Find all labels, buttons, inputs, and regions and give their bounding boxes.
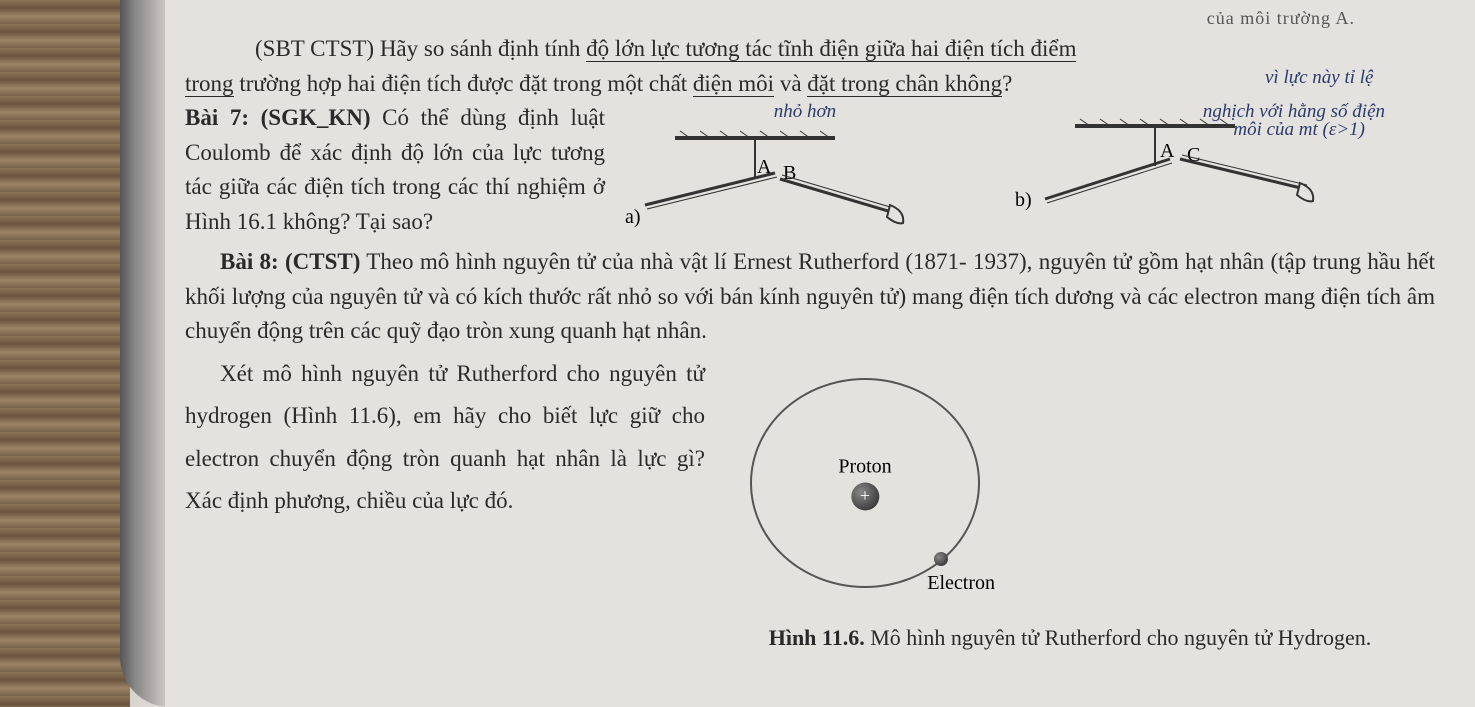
page-content: của môi trường A. (SBT CTST) Hãy so sánh… xyxy=(165,0,1475,707)
page-curl xyxy=(120,0,170,707)
top-cutoff-line: của môi trường A. xyxy=(185,5,1435,32)
handwritten-note-2: nhỏ hơn xyxy=(774,101,836,122)
proton-label: Proton xyxy=(838,455,891,478)
label-A-a: A xyxy=(757,156,772,178)
label-A-b: A xyxy=(1160,140,1175,162)
electron-dot xyxy=(934,552,948,566)
sbt-q: ? xyxy=(1002,71,1012,96)
bai7-text: Bài 7: (SGK_KN) Có thể dùng định luật Co… xyxy=(185,101,605,239)
bai8-para1: Bài 8: (CTST) Theo mô hình nguyên tử của… xyxy=(185,245,1435,349)
fig-b-label: b) xyxy=(1015,189,1032,211)
experiment-figure-b: A C b) xyxy=(1005,111,1325,221)
handwritten-note-1: vì lực này tỉ lệ xyxy=(1265,67,1435,89)
electron-label: Electron xyxy=(927,572,995,595)
bai7-label: Bài 7: (SGK_KN) xyxy=(185,105,371,130)
atom-diagram: Proton + Electron xyxy=(705,353,1025,613)
exercise-sbt-line2: trong trường hợp hai điện tích được đặt … xyxy=(185,67,1265,102)
bai8-label: Bài 8: (CTST) xyxy=(220,249,360,274)
fig-a-label: a) xyxy=(625,206,641,228)
caption-rest: Mô hình nguyên tử Rutherford cho nguyên … xyxy=(865,625,1372,650)
bai8-body1: Theo mô hình nguyên tử của nhà vật lí Er… xyxy=(185,249,1435,343)
wood-edge xyxy=(0,0,130,707)
sbt-w-trong: trong xyxy=(185,71,234,97)
proton: Proton + xyxy=(838,455,891,510)
bai7-row: Bài 7: (SGK_KN) Có thể dùng định luật Co… xyxy=(185,101,1435,239)
exercise-sbt-line1: (SBT CTST) Hãy so sánh định tính độ lớn … xyxy=(185,32,1435,67)
sbt-w-chankhong: đặt trong chân không xyxy=(807,71,1002,97)
experiment-figure-a: A B a) xyxy=(605,123,925,233)
proton-dot: + xyxy=(851,482,879,510)
sbt-and: và xyxy=(774,71,807,96)
sbt-underline-1: độ lớn lực tương tác tĩnh điện giữa hai … xyxy=(586,36,1076,62)
figure-caption: Hình 11.6. Mô hình nguyên tử Rutherford … xyxy=(705,621,1435,654)
caption-bold: Hình 11.6. xyxy=(769,625,865,650)
electron xyxy=(934,552,948,568)
orbit-circle: Proton + xyxy=(750,378,980,588)
sbt-w-dienmoi: điện môi xyxy=(693,71,774,97)
sbt-mid: trường hợp hai điện tích được đặt trong … xyxy=(234,71,693,96)
bai8-para2: Xét mô hình nguyên tử Rutherford cho ngu… xyxy=(185,353,705,523)
sbt-lead: (SBT CTST) Hãy so sánh định tính xyxy=(185,36,586,61)
